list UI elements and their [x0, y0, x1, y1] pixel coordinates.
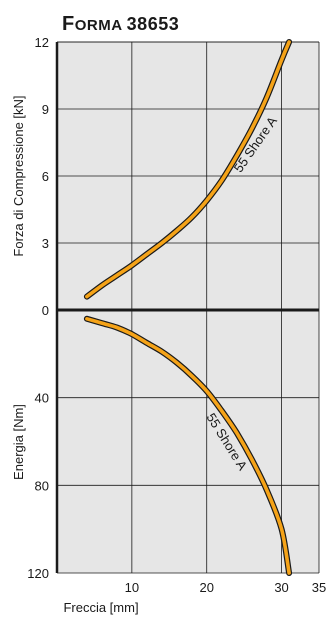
- chart-title: FORMA 38653: [62, 13, 179, 35]
- y-tick-label-top: 9: [42, 102, 49, 117]
- tick-labels: 10 20 30 35 0 3 6 9 12 40 80 120: [27, 35, 326, 595]
- y-tick-label-bottom: 80: [35, 478, 49, 493]
- x-axis-label: Freccia [mm]: [63, 600, 138, 615]
- y-axis-label-top: Forza di Compressione [kN]: [11, 95, 26, 256]
- y-tick-label-top: 0: [42, 303, 49, 318]
- y-tick-label-bottom: 120: [27, 566, 49, 581]
- y-tick-label-bottom: 40: [35, 391, 49, 406]
- x-tick-label: 35: [312, 580, 326, 595]
- plot-area: [57, 42, 319, 573]
- chart-title-code: 38653: [127, 14, 180, 34]
- grid: [57, 41, 320, 574]
- chart-title-caps: ORMA: [75, 17, 122, 34]
- y-tick-label-top: 3: [42, 236, 49, 251]
- chart-title-initial: F: [62, 13, 75, 35]
- force-curve: [85, 40, 291, 299]
- x-tick-label: 10: [125, 580, 139, 595]
- y-tick-label-top: 12: [35, 35, 49, 50]
- y-tick-label-top: 6: [42, 169, 49, 184]
- y-axis-label-bottom: Energia [Nm]: [11, 404, 26, 480]
- x-tick-label: 20: [199, 580, 213, 595]
- curves: [83, 39, 293, 576]
- energy-curve: [85, 317, 291, 575]
- x-tick-label: 30: [274, 580, 288, 595]
